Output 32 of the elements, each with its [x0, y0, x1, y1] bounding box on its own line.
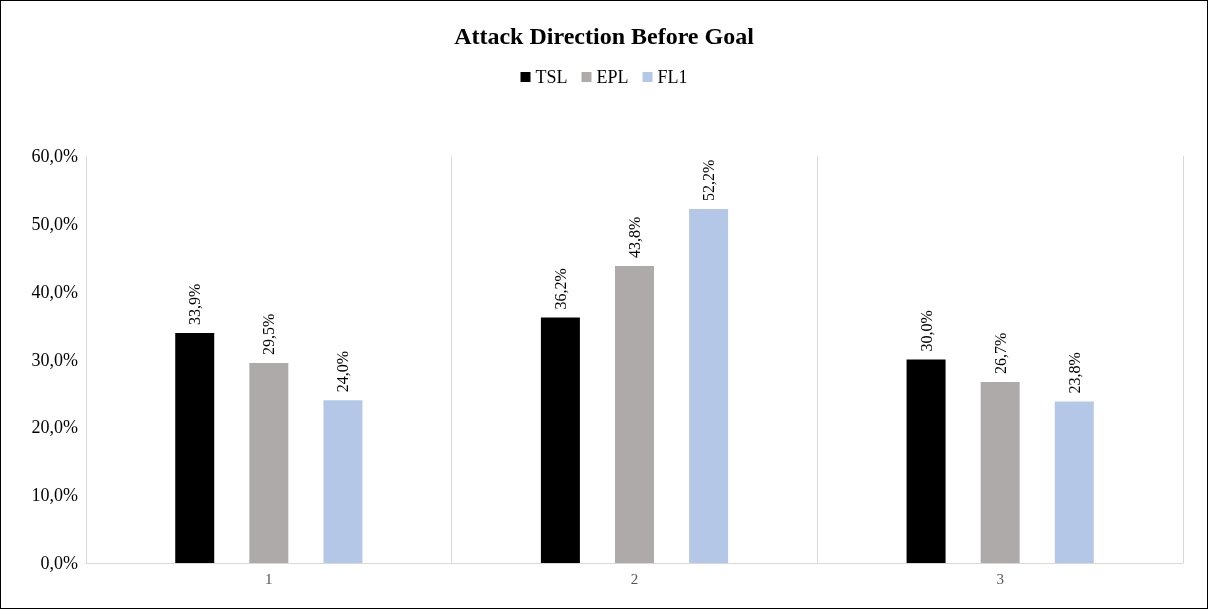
data-label: 33,9% [186, 283, 204, 326]
x-tick-label: 3 [996, 570, 1004, 587]
bar [249, 362, 289, 563]
bar [323, 400, 363, 563]
legend-label: TSL [535, 67, 568, 87]
data-label: 36,2% [551, 268, 569, 310]
y-tick-label: 10,0% [31, 485, 78, 506]
data-label: 24,0% [334, 350, 352, 393]
data-label: 30,0% [917, 310, 935, 352]
bar [175, 333, 215, 563]
legend-label: EPL [596, 67, 629, 87]
bar [1054, 401, 1094, 563]
y-tick-label: 30,0% [31, 349, 78, 370]
data-label: 43,8% [626, 216, 643, 258]
data-label: 26,7% [991, 332, 1009, 374]
legend-label: FL1 [657, 67, 688, 87]
y-tick-label: 0,0% [40, 553, 78, 573]
bar [980, 381, 1020, 563]
y-tick-label: 50,0% [31, 213, 78, 234]
y-tick-label: 40,0% [31, 281, 78, 302]
bar [615, 265, 654, 563]
x-tick-label: 1 [265, 570, 273, 587]
data-label: 23,8% [1065, 352, 1083, 394]
y-tick-label: 20,0% [31, 417, 78, 438]
y-tick-label: 60,0% [31, 146, 78, 166]
bar [906, 359, 946, 563]
data-label: 52,2% [700, 159, 718, 201]
x-tick-label: 2 [630, 570, 639, 587]
bar [689, 208, 729, 563]
data-label: 29,5% [260, 313, 278, 355]
bar [540, 317, 580, 563]
chart-title: Attack Direction Before Goal [454, 23, 755, 49]
